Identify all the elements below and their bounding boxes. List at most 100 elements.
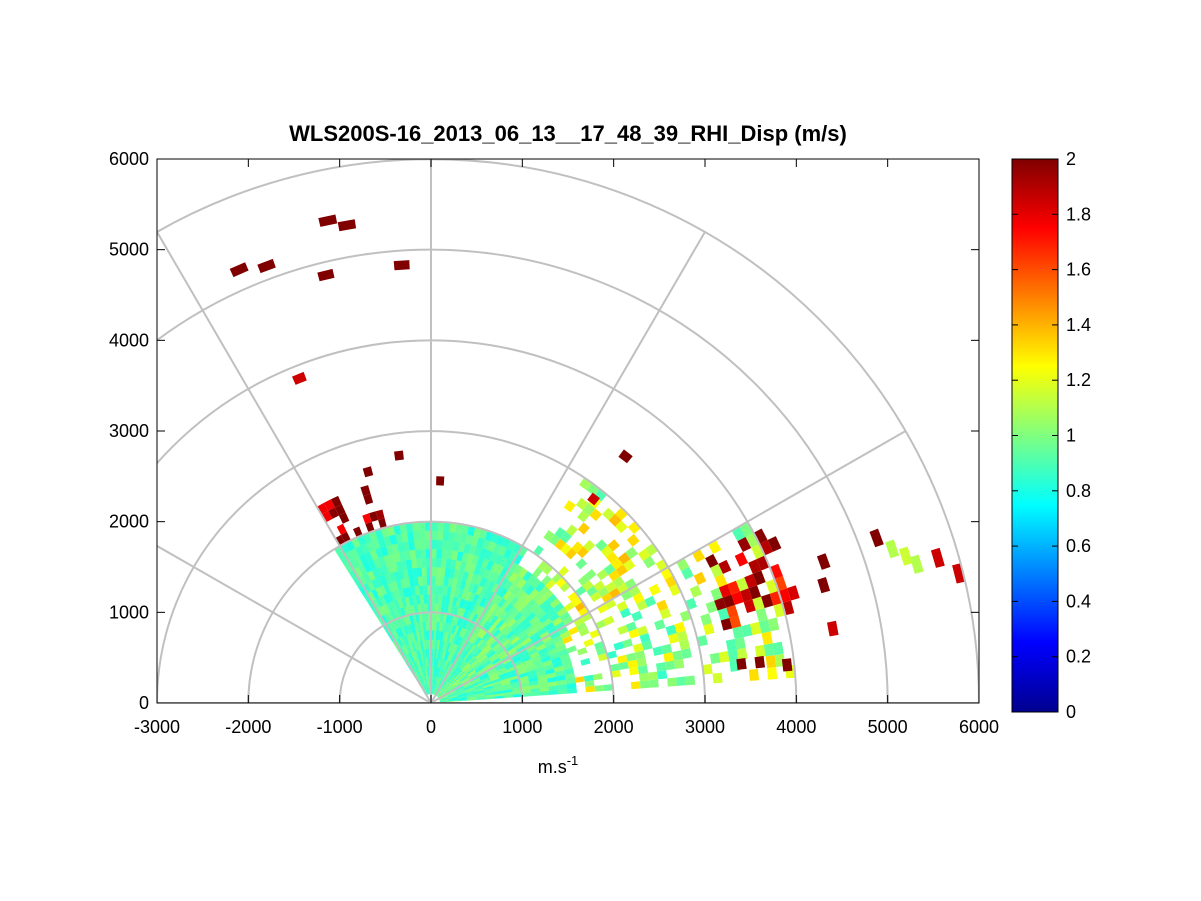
- scan-cell: [672, 650, 683, 661]
- scan-cell: [714, 573, 728, 588]
- scan-cell: [330, 495, 342, 508]
- scan-cell: [594, 641, 605, 650]
- scan-cell: [375, 509, 385, 520]
- polar-spoke: [157, 544, 432, 703]
- scan-cell: [657, 670, 668, 680]
- scan-cell: [644, 595, 657, 608]
- scan-cell: [761, 593, 774, 608]
- scan-cell: [654, 619, 666, 631]
- isolated-return: [781, 658, 793, 672]
- colorbar-tick-label: 0.8: [1066, 481, 1091, 501]
- scan-cell: [597, 586, 610, 598]
- y-tick-label: 5000: [109, 240, 149, 260]
- scan-cell: [710, 587, 723, 601]
- scan-cell: [441, 540, 449, 550]
- scan-cell: [617, 624, 629, 635]
- scan-cell: [736, 647, 748, 661]
- scan-cell: [420, 548, 427, 559]
- scan-cell: [575, 497, 589, 511]
- scan-cell: [583, 539, 596, 552]
- scan-cell: [705, 600, 718, 614]
- scan-cell: [709, 652, 721, 664]
- scan-cell: [664, 660, 676, 671]
- scan-cell: [632, 592, 645, 604]
- scan-cell: [751, 544, 765, 560]
- scan-cell: [634, 650, 646, 660]
- x-tick-label: 1000: [502, 717, 542, 737]
- scan-cell: [580, 658, 591, 666]
- scan-cell: [645, 543, 659, 556]
- scan-cell: [549, 534, 561, 546]
- scan-cell: [681, 566, 694, 580]
- isolated-return: [754, 655, 765, 669]
- isolated-return: [337, 219, 357, 232]
- scan-cell: [560, 531, 572, 544]
- scan-cell: [639, 680, 650, 689]
- scan-cell: [334, 504, 346, 516]
- scan-cell: [575, 558, 588, 570]
- scan-cell: [627, 659, 638, 669]
- y-axis-ticks: 0 1000 2000 3000 4000 5000 6000: [109, 149, 979, 713]
- scan-cell: [641, 640, 653, 651]
- x-axis-label-base: m.s: [538, 757, 567, 777]
- scan-cell: [589, 629, 601, 639]
- scan-cell: [625, 546, 638, 560]
- y-tick-label: 3000: [109, 421, 149, 441]
- scan-cell: [605, 581, 617, 593]
- x-tick-label: 6000: [959, 717, 999, 737]
- scan-cell: [661, 643, 673, 654]
- scan-cell: [589, 508, 603, 522]
- scan-cell: [748, 559, 762, 574]
- scan-cell: [628, 628, 640, 639]
- isolated-return: [318, 214, 338, 227]
- scan-cell: [637, 548, 651, 561]
- scan-cell: [434, 575, 441, 586]
- plot-area: [157, 159, 979, 703]
- scan-cell: [568, 626, 579, 636]
- isolated-return: [587, 492, 600, 506]
- y-tick-label: 0: [139, 693, 149, 713]
- scan-cell: [439, 576, 445, 586]
- scan-cell: [439, 567, 446, 577]
- scan-cell: [586, 482, 600, 496]
- scan-cell: [743, 599, 756, 613]
- scan-cell: [615, 507, 629, 521]
- scan-cell: [750, 621, 762, 636]
- scan-cell: [665, 624, 677, 636]
- scan-cell: [566, 645, 577, 654]
- scan-cell: [419, 539, 426, 550]
- scan-cell: [685, 675, 696, 686]
- scan-cell: [756, 555, 770, 571]
- scan-cell: [643, 556, 656, 569]
- scan-cell: [705, 554, 719, 568]
- outer-return-0: [316, 485, 387, 546]
- scan-cell: [566, 524, 578, 537]
- scan-region-1: [435, 564, 574, 699]
- colorbar-tick-label: 1.4: [1066, 315, 1091, 335]
- scan-cell: [659, 607, 672, 620]
- y-tick-label: 4000: [109, 330, 149, 350]
- isolated-return: [736, 658, 747, 670]
- scan-cell: [626, 534, 640, 547]
- y-tick-label: 1000: [109, 602, 149, 622]
- scan-cell: [610, 669, 621, 678]
- scan-cell: [592, 673, 603, 681]
- scan-cell: [436, 521, 444, 532]
- isolated-return: [910, 554, 924, 574]
- scan-cell: [601, 592, 613, 604]
- scan-cell: [734, 637, 746, 650]
- scan-cell: [368, 511, 379, 522]
- scan-cell: [734, 552, 749, 567]
- scan-cell: [609, 663, 620, 672]
- scan-cell: [613, 641, 625, 651]
- scan-cell: [625, 621, 637, 632]
- colorbar-tick-label: 1: [1066, 426, 1076, 446]
- scan-cell: [420, 557, 427, 568]
- scan-cell: [619, 607, 632, 619]
- scan-cell: [628, 585, 641, 597]
- scan-cell: [593, 580, 606, 592]
- x-tick-label: 5000: [868, 717, 908, 737]
- scan-cell: [365, 521, 375, 533]
- scan-cell: [583, 674, 594, 682]
